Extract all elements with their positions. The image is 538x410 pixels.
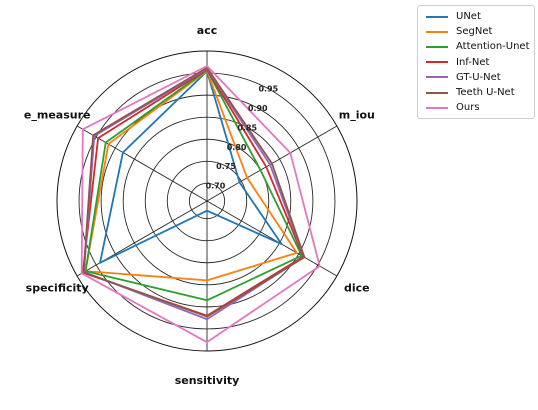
radial-tick-label: 0.75 xyxy=(216,162,236,171)
radial-tick-label: 0.80 xyxy=(227,143,247,152)
radial-tick-label: 0.85 xyxy=(237,123,257,132)
legend-label: Teeth U-Net xyxy=(456,87,515,99)
legend-item-unet: UNet xyxy=(426,9,528,24)
axis-label-e-measure: e_measure xyxy=(24,109,91,122)
radial-tick-label: 0.90 xyxy=(248,104,268,113)
series-line-segnet xyxy=(84,69,298,282)
series-line-attention-unet xyxy=(84,69,303,302)
legend-swatch xyxy=(426,91,448,94)
legend-item-teeth-u-net: Teeth U-Net xyxy=(426,85,528,100)
grid-spoke xyxy=(76,200,208,277)
chart-legend: UNet SegNet Attention-Unet Inf-Net GT-U-Net T… xyxy=(417,5,535,120)
legend-label: GT-U-Net xyxy=(456,71,501,83)
series-line-gt-u-net xyxy=(83,67,305,321)
legend-swatch xyxy=(426,30,448,33)
axis-label-sensitivity: sensitivity xyxy=(175,374,240,387)
grid-spoke xyxy=(76,125,208,202)
radar-grid xyxy=(56,50,358,352)
axis-label-acc: acc xyxy=(197,24,217,37)
radial-tick-labels: 0.70 0.75 0.80 0.85 0.90 0.95 xyxy=(206,85,279,191)
axis-label-specificity: specificity xyxy=(26,282,89,295)
legend-swatch xyxy=(426,61,448,64)
legend-label: UNet xyxy=(456,11,481,23)
radial-tick-label: 0.95 xyxy=(258,85,278,94)
series-line-ours xyxy=(80,65,321,344)
legend-label: Attention-Unet xyxy=(456,41,530,53)
legend-swatch xyxy=(426,15,448,18)
legend-item-segnet: SegNet xyxy=(426,24,528,39)
legend-swatch xyxy=(426,76,448,79)
radial-tick-label: 0.70 xyxy=(206,182,226,191)
series-line-teeth-u-net xyxy=(82,66,306,318)
legend-swatch xyxy=(426,45,448,48)
series-line-unet xyxy=(99,70,283,264)
legend-swatch xyxy=(426,106,448,109)
legend-item-ours: Ours xyxy=(426,100,528,115)
axis-label-dice: dice xyxy=(344,282,370,295)
legend-item-attention-unet: Attention-Unet xyxy=(426,39,530,54)
grid-spoke xyxy=(206,200,338,277)
legend-label: Ours xyxy=(456,102,480,114)
legend-label: Inf-Net xyxy=(456,56,490,68)
legend-item-inf-net: Inf-Net xyxy=(426,55,528,70)
legend-item-gt-u-net: GT-U-Net xyxy=(426,70,528,85)
legend-label: SegNet xyxy=(456,26,493,38)
radar-series-group xyxy=(80,65,321,344)
axis-label-m-iou: m_iou xyxy=(339,109,375,122)
